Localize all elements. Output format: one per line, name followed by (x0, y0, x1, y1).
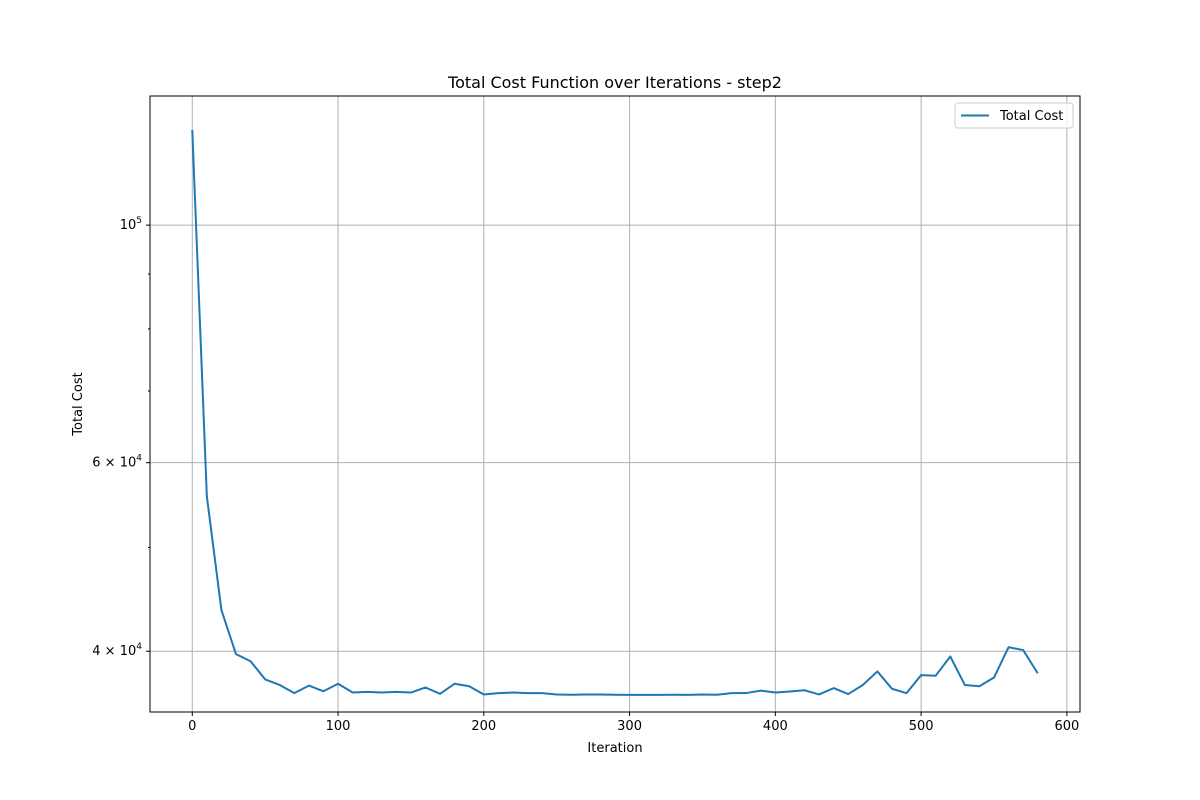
series-layer (191, 129, 1039, 696)
x-tick-label: 500 (909, 719, 934, 734)
y-axis-ticks: 105 6 × 104 4 × 104 (92, 216, 150, 659)
y-tick-label: 4 × 104 (92, 642, 142, 659)
x-tick-label: 200 (471, 719, 496, 734)
x-axis-ticks: 0 100 200 300 400 500 600 (188, 712, 1079, 734)
x-tick-label: 0 (188, 719, 196, 734)
legend: Total Cost (954, 102, 1074, 129)
chart-title: Total Cost Function over Iterations - st… (447, 73, 782, 92)
plot-area-frame (149, 95, 1081, 713)
x-tick-label: 100 (326, 719, 351, 734)
x-tick-label: 400 (763, 719, 788, 734)
x-tick-label: 300 (617, 719, 642, 734)
y-tick-label: 6 × 104 (92, 454, 142, 471)
y-tick-label: 105 (120, 216, 142, 233)
x-tick-label: 600 (1054, 719, 1079, 734)
y-axis-title: Total Cost (71, 372, 86, 436)
legend-box (954, 102, 1074, 129)
x-axis-title: Iteration (587, 741, 642, 756)
grid-lines (150, 96, 1080, 712)
legend-label-total-cost: Total Cost (999, 109, 1063, 124)
series-line-total-cost (191, 129, 1039, 696)
